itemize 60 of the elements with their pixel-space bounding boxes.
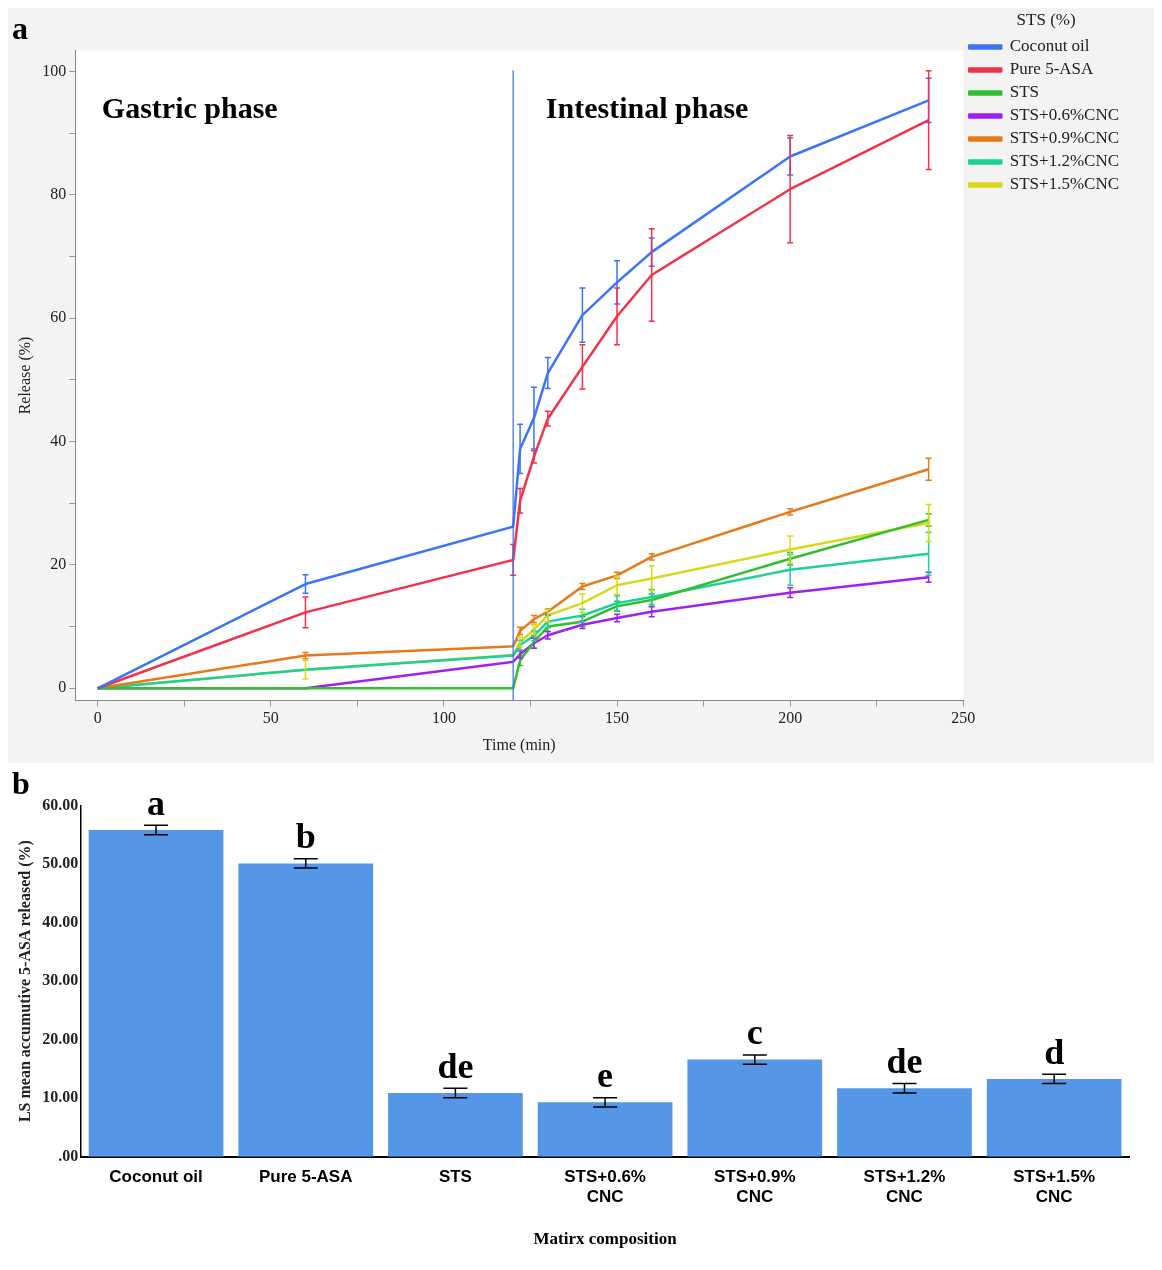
legend-label: Coconut oil: [1009, 36, 1090, 56]
y-tick-label: .00: [58, 1146, 79, 1164]
x-tick-label: 200: [778, 709, 803, 727]
x-tick-label: STS+1.2% CNC: [863, 1166, 946, 1207]
legend-label: Pure 5-ASA: [1009, 59, 1095, 79]
x-tick-label: 100: [431, 709, 456, 727]
y-tick-label: 60.00: [42, 795, 79, 813]
annotation: Gastric phase: [101, 91, 278, 125]
annotation: c: [746, 1012, 763, 1053]
bar: [238, 863, 374, 1157]
y-axis-title: Release (%): [15, 336, 34, 415]
x-tick-label: STS+0.6% CNC: [564, 1166, 646, 1207]
y-tick-label: 60: [50, 308, 67, 326]
legend-label: STS: [1009, 82, 1040, 102]
bar: [537, 1102, 673, 1157]
legend-title: STS (%): [1016, 9, 1076, 29]
y-tick-label: 50.00: [42, 854, 79, 872]
x-axis-title: Matirx composition: [533, 1229, 678, 1249]
point: [578, 620, 587, 630]
x-tick-label: STS+1.5% CNC: [1013, 1166, 1096, 1207]
bar: [837, 1088, 972, 1157]
bar: [986, 1078, 1122, 1157]
x-axis-title: Time (min): [482, 735, 556, 754]
x-tick-label: STS+0.9% CNC: [713, 1166, 796, 1207]
x-tick-label: 50: [262, 709, 279, 727]
legend-label: STS+1.2%CNC: [1009, 151, 1119, 171]
legend-label: STS+0.9%CNC: [1009, 128, 1119, 148]
annotation: b: [295, 815, 316, 856]
x-tick-label: 150: [605, 709, 630, 727]
chart-title: b: [12, 765, 30, 802]
y-tick-label: 40: [50, 431, 67, 449]
y-tick-label: 0: [58, 678, 67, 696]
annotation: de: [886, 1040, 923, 1081]
point: [544, 630, 552, 640]
y-tick-label: 30.00: [42, 971, 79, 989]
annotation: e: [597, 1054, 614, 1095]
y-tick-label: 100: [42, 61, 67, 79]
bar: [687, 1059, 823, 1157]
y-tick-label: 40.00: [42, 912, 79, 930]
x-tick-label: 0: [93, 709, 102, 727]
x-tick-label: 250: [951, 709, 976, 727]
y-tick-label: 80: [50, 184, 67, 202]
point: [647, 606, 656, 618]
y-tick-label: 10.00: [42, 1088, 79, 1106]
x-tick-label: Pure 5-ASA: [258, 1166, 353, 1186]
y-tick-label: 20: [50, 555, 67, 573]
legend-label: STS+0.6%CNC: [1009, 105, 1119, 125]
y-axis-title: LS mean accumutive 5-ASA released (%): [15, 840, 34, 1123]
chart-title: a: [12, 10, 28, 47]
x-tick-label: Coconut oil: [109, 1166, 203, 1186]
x-tick-label: STS: [438, 1166, 472, 1186]
annotation: a: [147, 782, 166, 823]
bar: [88, 830, 224, 1157]
annotation: de: [437, 1045, 474, 1086]
annotation: Intestinal phase: [545, 91, 749, 125]
point: [516, 649, 524, 659]
bar: [388, 1092, 523, 1157]
annotation: d: [1044, 1031, 1065, 1072]
legend-label: STS+1.5%CNC: [1009, 174, 1119, 194]
y-tick-label: 20.00: [42, 1029, 79, 1047]
